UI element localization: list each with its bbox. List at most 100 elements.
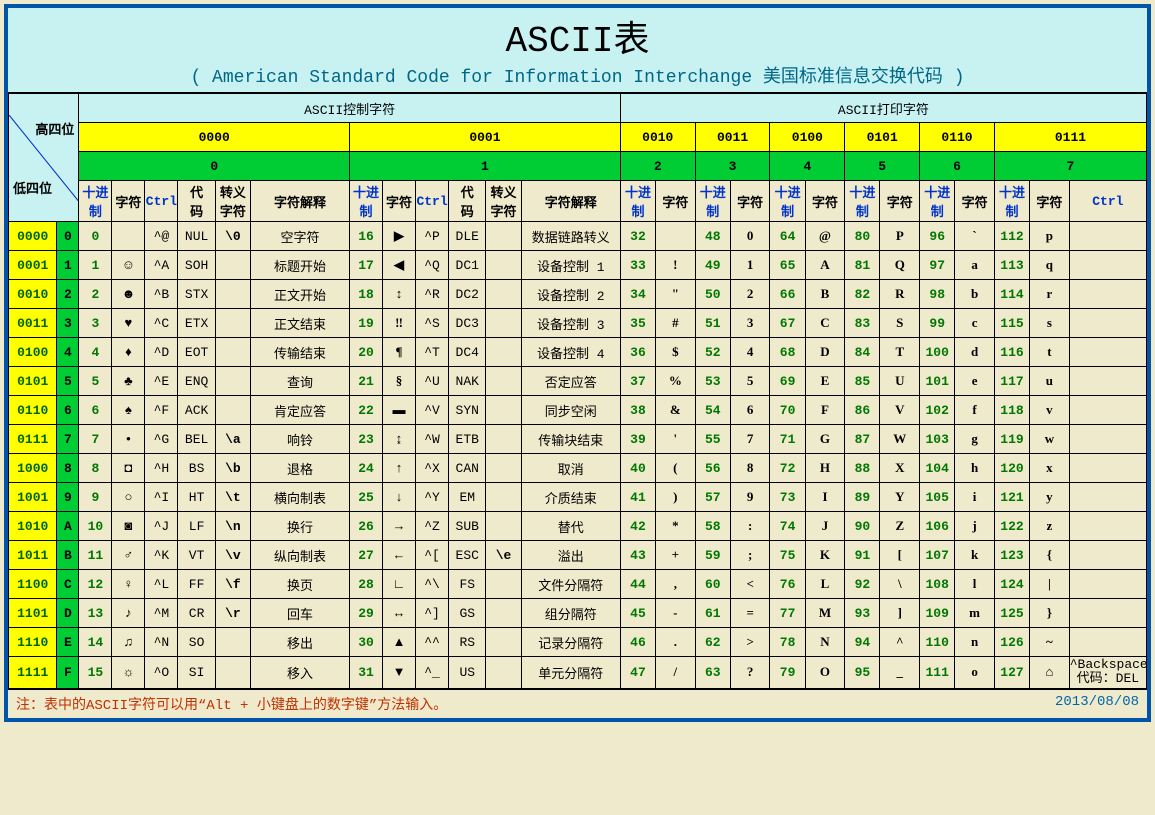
cell: <	[730, 570, 770, 599]
cell: ^X	[416, 454, 449, 483]
cell: 119	[994, 425, 1029, 454]
header-section-row: 高四位 低四位 ASCII控制字符 ASCII打印字符	[9, 94, 1147, 123]
cell: ^_	[416, 657, 449, 689]
cell: 5	[730, 367, 770, 396]
table-row: 010155♣^EENQ查询21§^UNAK否定应答37%53569E85U10…	[9, 367, 1147, 396]
cell: B	[805, 280, 845, 309]
cell: 68	[770, 338, 805, 367]
cell: 3	[730, 309, 770, 338]
cell: ^P	[416, 222, 449, 251]
cell: 73	[770, 483, 805, 512]
cell: 9	[730, 483, 770, 512]
cell: 104	[920, 454, 955, 483]
cell: SOH	[178, 251, 215, 280]
sub-header: 十进 制	[920, 181, 955, 222]
row-bin: 0001	[9, 251, 57, 280]
cell	[215, 251, 250, 280]
cell: \t	[215, 483, 250, 512]
cell	[1069, 251, 1146, 280]
cell	[1069, 454, 1146, 483]
cell: X	[880, 454, 920, 483]
cell	[1069, 425, 1146, 454]
cell: ↓	[383, 483, 416, 512]
cell: (	[656, 454, 696, 483]
cell: Z	[880, 512, 920, 541]
row-bin: 0000	[9, 222, 57, 251]
table-row: 100088◘^HBS\b退格24↑^XCAN取消40(56872H88X104…	[9, 454, 1147, 483]
cell: FS	[449, 570, 486, 599]
cell: &	[656, 396, 696, 425]
cell: 20	[350, 338, 383, 367]
cell: ^F	[145, 396, 178, 425]
cell	[486, 251, 521, 280]
header-bin-row: 00000001001000110100010101100111	[9, 123, 1147, 152]
cell: 13	[79, 599, 112, 628]
cell: 92	[845, 570, 880, 599]
footer-date: 2013/08/08	[1055, 694, 1139, 714]
cell: ^Backspace 代码：DEL	[1069, 657, 1146, 689]
sub-header: 十进 制	[994, 181, 1029, 222]
cell: @	[805, 222, 845, 251]
cell: W	[880, 425, 920, 454]
cell: 45	[620, 599, 655, 628]
cell: 30	[350, 628, 383, 657]
cell: \n	[215, 512, 250, 541]
cell: 83	[845, 309, 880, 338]
cell: STX	[178, 280, 215, 309]
cell: 49	[695, 251, 730, 280]
cell: 79	[770, 657, 805, 689]
cell: ^R	[416, 280, 449, 309]
bin-group: 0000	[79, 123, 350, 152]
row-bin: 0011	[9, 309, 57, 338]
table-row: 1010A10◙^JLF\n换行26→^ZSUB替代42*58:74J90Z10…	[9, 512, 1147, 541]
cell: G	[805, 425, 845, 454]
sub-header: 十进 制	[695, 181, 730, 222]
cell	[215, 396, 250, 425]
cell: ♂	[112, 541, 145, 570]
cell: ^A	[145, 251, 178, 280]
cell: 35	[620, 309, 655, 338]
cell: ^U	[416, 367, 449, 396]
cell	[486, 657, 521, 689]
sub-header: Ctrl	[145, 181, 178, 222]
cell: BS	[178, 454, 215, 483]
cell: M	[805, 599, 845, 628]
ascii-table-frame: ASCII表 ( American Standard Code for Info…	[4, 4, 1151, 722]
cell: ^^	[416, 628, 449, 657]
sub-header: 字符	[383, 181, 416, 222]
cell: 组分隔符	[521, 599, 620, 628]
hex-group: 6	[920, 152, 995, 181]
cell: VT	[178, 541, 215, 570]
bin-group: 0110	[920, 123, 995, 152]
cell: 2	[730, 280, 770, 309]
cell: 77	[770, 599, 805, 628]
cell: 查询	[251, 367, 350, 396]
cell: 100	[920, 338, 955, 367]
cell: ▶	[383, 222, 416, 251]
cell: 单元分隔符	[521, 657, 620, 689]
cell: y	[1030, 483, 1070, 512]
cell: ^W	[416, 425, 449, 454]
cell: ↕	[383, 280, 416, 309]
cell: '	[656, 425, 696, 454]
row-hex: F	[57, 657, 79, 689]
cell	[486, 599, 521, 628]
cell: RS	[449, 628, 486, 657]
cell: ]	[880, 599, 920, 628]
cell: 38	[620, 396, 655, 425]
cell: 换行	[251, 512, 350, 541]
cell: }	[1030, 599, 1070, 628]
table-row: 100199○^IHT\t横向制表25↓^YEM介质结束41)57973I89Y…	[9, 483, 1147, 512]
cell: ETB	[449, 425, 486, 454]
sub-header: 字符	[955, 181, 995, 222]
cell: 67	[770, 309, 805, 338]
cell: ?	[730, 657, 770, 689]
cell: 11	[79, 541, 112, 570]
sub-header: 字符解释	[251, 181, 350, 222]
cell: ▼	[383, 657, 416, 689]
cell: 18	[350, 280, 383, 309]
cell: ♣	[112, 367, 145, 396]
cell: ♠	[112, 396, 145, 425]
cell: 31	[350, 657, 383, 689]
cell	[1069, 280, 1146, 309]
